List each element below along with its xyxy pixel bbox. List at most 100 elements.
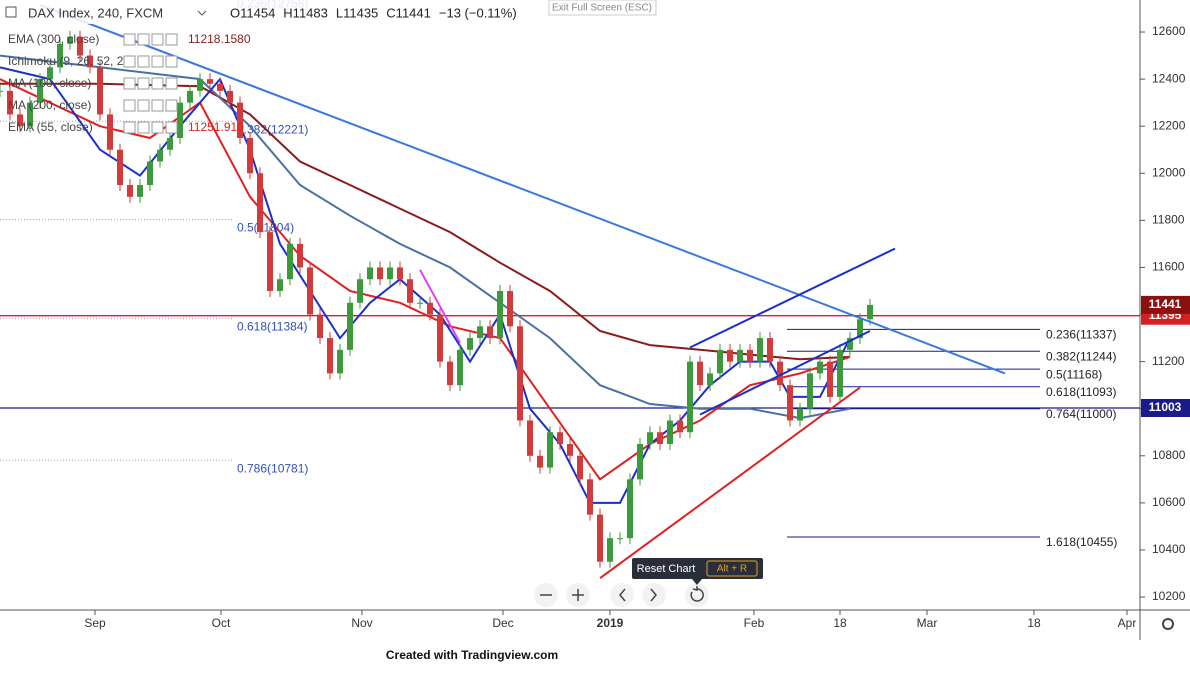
candle-body: [77, 36, 83, 56]
fib-label: 0.764(11000): [1046, 407, 1117, 421]
moving-average: [0, 66, 851, 504]
indicator-legend: EMA (300, close) 11218.1580 Ichimoku (9, 2…: [8, 32, 251, 134]
zoom-in-icon: [572, 589, 584, 601]
candle-body: [707, 373, 713, 386]
candle-body: [287, 243, 293, 280]
y-tick-label: 12200: [1152, 118, 1186, 132]
indicator-button: [123, 99, 136, 112]
candle-body: [477, 326, 483, 339]
x-tick-label: 18: [1027, 616, 1041, 630]
candle-body: [837, 349, 843, 397]
y-tick-label: 12600: [1152, 24, 1186, 38]
candle-body: [857, 319, 863, 339]
candle-body: [787, 385, 793, 421]
fib-label: 0.236(11337): [1046, 328, 1117, 342]
indicator-button: [151, 77, 164, 90]
candle-body: [267, 232, 273, 291]
candle-body: [777, 361, 783, 386]
indicator-name: MA (200, close): [8, 98, 91, 112]
candle-body: [547, 432, 553, 468]
candle-body: [317, 314, 323, 339]
settings-icon[interactable]: [1162, 618, 1174, 630]
indicator-name: MA (100, close): [8, 76, 91, 90]
indicator-value: 11218.1580: [188, 32, 251, 46]
candle-body: [587, 479, 593, 515]
indicator-name: Ichimoku (9, 26, 52, 26): [8, 54, 134, 68]
candle-body: [0, 90, 3, 92]
candle-body: [497, 290, 503, 339]
tooltip-arrow: [692, 579, 702, 585]
candle-body: [327, 338, 333, 374]
candle-body: [647, 432, 653, 445]
candle-body: [257, 173, 263, 233]
indicator-button: [165, 121, 178, 134]
candle-body: [597, 514, 603, 562]
indicator-button: [123, 55, 136, 68]
candle-body: [277, 279, 283, 291]
candle-body: [527, 420, 533, 456]
candle-body: [227, 90, 233, 103]
tooltip-shortcut: Alt + R: [717, 564, 747, 575]
candle-body: [117, 149, 123, 186]
candle-body: [177, 102, 183, 138]
candle-body: [377, 267, 383, 280]
candle-body: [797, 408, 803, 421]
trend-line: [699, 330, 871, 416]
indicator-button: [151, 33, 164, 46]
fib-label: 0.5(11168): [1046, 367, 1102, 381]
candle-body: [147, 161, 153, 186]
indicator-button: [123, 33, 136, 46]
candle-body: [237, 102, 243, 138]
tooltip: [632, 558, 763, 579]
candle-body: [407, 279, 413, 303]
x-tick-label: 2019: [597, 616, 624, 630]
indicator-button: [123, 121, 136, 134]
scroll-right[interactable]: [642, 583, 666, 607]
axes: 1020010400106001080011000112001140011600…: [84, 24, 1190, 630]
trend-line: [599, 386, 861, 580]
exit-fullscreen[interactable]: [548, 0, 657, 16]
candle-body: [97, 67, 103, 115]
trend-line: [689, 247, 896, 349]
scroll-left[interactable]: [610, 583, 634, 607]
y-tick-label: 10600: [1152, 495, 1186, 509]
y-tick-label: 10400: [1152, 542, 1186, 556]
candle-body: [67, 36, 73, 44]
fib-label: 0.618(11093): [1046, 385, 1117, 399]
last-price-label: 11441: [1149, 297, 1182, 311]
reset-button[interactable]: [685, 583, 709, 607]
candle-body: [47, 67, 53, 80]
x-tick-label: Oct: [212, 616, 231, 630]
y-tick-label: 11600: [1152, 260, 1185, 274]
ohlc-value: O11454: [230, 5, 275, 20]
candle-body: [747, 349, 753, 362]
fib-label: 0.618(11384): [237, 319, 308, 333]
candle-body: [727, 349, 733, 362]
reset-icon: [690, 586, 704, 602]
symbol-menu[interactable]: [197, 10, 207, 16]
candle-body: [557, 432, 563, 445]
x-tick-label: Feb: [744, 616, 765, 630]
candle-body: [447, 361, 453, 386]
candle-body: [7, 90, 13, 115]
candle-body: [767, 338, 773, 362]
candle-body: [387, 267, 393, 280]
candle-body: [157, 149, 163, 162]
fib-label: 0.5(11804): [237, 221, 294, 235]
candle-body: [437, 314, 443, 362]
candle-body: [87, 55, 93, 68]
candle-body: [37, 79, 43, 103]
indicator-name: EMA (300, close): [8, 32, 99, 46]
collapse-icon[interactable]: [5, 6, 17, 18]
footer: Created with Tradingview.com: [386, 648, 558, 662]
last-price-box: [1141, 295, 1190, 314]
indicator-button: [137, 99, 150, 112]
ohlc-value: C11441: [386, 5, 431, 20]
indicator-name: EMA (55, close): [8, 120, 93, 134]
indicator-button: [151, 121, 164, 134]
tooltip-label: Reset Chart: [637, 563, 696, 575]
candle-body: [627, 479, 633, 539]
candle-body: [737, 349, 743, 362]
candle-body: [467, 338, 473, 350]
